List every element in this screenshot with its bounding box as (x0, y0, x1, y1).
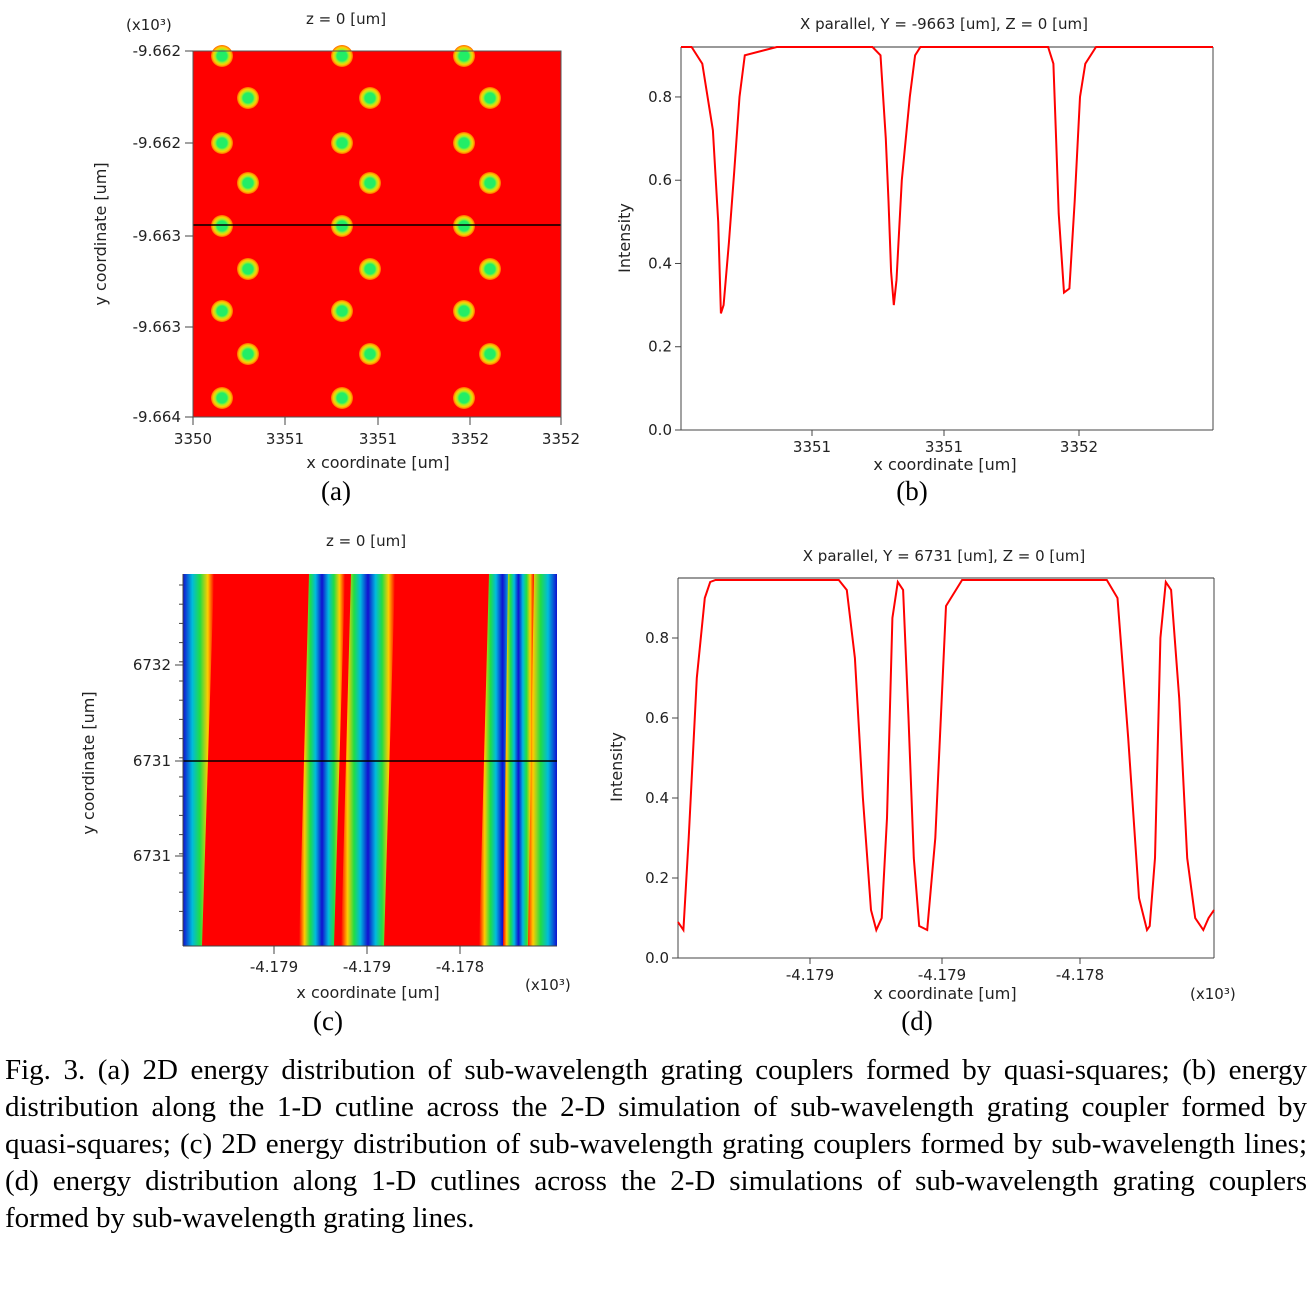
panel-c-label: (c) (313, 1006, 343, 1036)
panel-a-spot (359, 258, 381, 280)
panel-b-y-tick-label: 0.4 (648, 254, 672, 272)
panel-c-grating-line (503, 574, 534, 946)
panel-d-x-tick-label: -4.179 (786, 966, 834, 984)
panel-a-y-tick-label: -9.662 (133, 134, 181, 152)
panel-a-x-tick-label: 3352 (542, 430, 580, 448)
panel-a-y-tick-label: -9.663 (133, 227, 181, 245)
panel-a-spot (237, 343, 259, 365)
panel-d-y-tick-label: 0.2 (645, 869, 669, 887)
panel-a-spot (237, 87, 259, 109)
panel-c-edge-stripe (527, 574, 557, 946)
panel-b-title: X parallel, Y = -9663 [um], Z = 0 [um] (800, 15, 1088, 33)
panel-a-spot (453, 215, 475, 237)
panel-a-spot (331, 300, 353, 322)
panel-b-y-tick-label: 0.8 (648, 88, 672, 106)
panel-d-y-tick-label: 0.4 (645, 789, 669, 807)
panel-b-y-tick-label: 0.2 (648, 338, 672, 356)
panel-b-y-tick-label: 0.6 (648, 171, 672, 189)
panel-d-y-tick-label: 0.6 (645, 709, 669, 727)
panel-c-x-multiplier: (x10³) (525, 976, 571, 994)
panel-a-spot (453, 300, 475, 322)
panel-d-xlabel: x coordinate [um] (873, 984, 1016, 1003)
panel-a-spot (331, 387, 353, 409)
panel-a-axes: -9.662 -9.662 -9.663 -9.663 -9.664 3350 3351 33… (133, 42, 580, 448)
panel-b-x-tick-label: 3351 (925, 438, 963, 456)
panel-c: z = 0 [um] 6732 6731 6731 -4.179 -4.179 -4.17… (79, 532, 571, 1036)
panel-a-spot (331, 132, 353, 154)
panel-a-y-tick-label: -9.662 (133, 42, 181, 60)
panel-d-intensity-curve (677, 579, 1215, 934)
panel-a-spot (237, 172, 259, 194)
panel-a-ylabel: y coordinate [um] (91, 162, 110, 305)
panel-a-x-tick-label: 3352 (451, 430, 489, 448)
panel-d-label: (d) (901, 1006, 932, 1036)
panel-d-x-tick-label: -4.178 (1056, 966, 1104, 984)
panel-a-title: z = 0 [um] (306, 10, 386, 28)
panel-c-y-tick-label: 6732 (133, 656, 171, 674)
panel-c-grating-lines (183, 574, 557, 946)
panel-d-y-tick-label: 0.8 (645, 629, 669, 647)
panel-b-label: (b) (896, 476, 927, 506)
panel-a-spot (211, 387, 233, 409)
panel-a-y-multiplier: (x10³) (126, 16, 172, 34)
panel-c-y-tick-label: 6731 (133, 847, 171, 865)
panel-a-spot (237, 258, 259, 280)
panel-d: X parallel, Y = 6731 [um], Z = 0 [um] 0.… (607, 547, 1236, 1036)
panel-b-y-tick-label: 0.0 (648, 421, 672, 439)
panel-c-x-tick-label: -4.179 (343, 958, 391, 976)
panel-a-spot (479, 172, 501, 194)
figure-caption: Fig. 3. (a) 2D energy distribution of su… (5, 1054, 1307, 1234)
panel-a-x-tick-label: 3350 (174, 430, 212, 448)
panel-a-spot (359, 172, 381, 194)
panel-a-spot (453, 387, 475, 409)
panel-a-spot (453, 45, 475, 67)
figure-canvas: z = 0 [um] (x10³) -9.662-9.662-9.663-9.6… (79, 10, 1236, 1036)
panel-c-x-tick-label: -4.179 (250, 958, 298, 976)
panel-a-spot (331, 215, 353, 237)
panel-c-xlabel: x coordinate [um] (296, 983, 439, 1002)
panel-a-spot (211, 300, 233, 322)
panel-c-title: z = 0 [um] (326, 532, 406, 550)
panel-a-frame (192, 50, 562, 418)
panel-c-grating-line (341, 574, 395, 946)
panel-b-intensity-curve (681, 46, 1213, 314)
panel-a-spot (211, 45, 233, 67)
panel-d-x-tick-label: -4.179 (918, 966, 966, 984)
panel-b-axes: 0.0 0.2 0.4 0.6 0.8 3351 3351 3352 (648, 47, 1214, 456)
panel-c-axes: 6732 6731 6731 -4.179 -4.179 -4.178 (133, 574, 557, 976)
panel-c-x-tick-label: -4.178 (436, 958, 484, 976)
panel-a-spot (453, 132, 475, 154)
panel-a-spot (479, 343, 501, 365)
panel-c-ylabel: y coordinate [um] (79, 691, 98, 834)
panel-a-spot (211, 215, 233, 237)
panel-a-spot (359, 343, 381, 365)
panel-c-grating-line (299, 574, 345, 946)
panel-b-xlabel: x coordinate [um] (873, 455, 1016, 474)
panel-a-x-tick-label: 3351 (359, 430, 397, 448)
panel-a-y-tick-label: -9.664 (133, 408, 181, 426)
panel-a-x-tick-label: 3351 (266, 430, 304, 448)
panel-a-y-tick-label: -9.663 (133, 318, 181, 336)
panel-d-ylabel: Intensity (607, 732, 626, 802)
panel-a-spot (479, 87, 501, 109)
panel-a-xlabel: x coordinate [um] (306, 453, 449, 472)
panel-a: z = 0 [um] (x10³) -9.662-9.662-9.663-9.6… (91, 10, 580, 506)
panel-c-edge-stripe (183, 574, 214, 946)
panel-c-y-tick-label: 6731 (133, 752, 171, 770)
panel-a-label: (a) (321, 476, 351, 506)
panel-d-y-tick-label: 0.0 (645, 949, 669, 967)
panel-a-spot (331, 45, 353, 67)
panel-a-spot (479, 258, 501, 280)
panel-a-spot (211, 132, 233, 154)
panel-d-axes: 0.0 0.2 0.4 0.6 0.8 -4.179 -4.179 -4.178 (645, 578, 1215, 984)
panel-d-title: X parallel, Y = 6731 [um], Z = 0 [um] (803, 547, 1085, 565)
panel-d-x-multiplier: (x10³) (1190, 985, 1236, 1003)
panel-a-spot (359, 87, 381, 109)
panel-b: X parallel, Y = -9663 [um], Z = 0 [um] 0… (615, 15, 1214, 506)
panel-b-x-tick-label: 3352 (1060, 438, 1098, 456)
panel-b-ylabel: Intensity (615, 203, 634, 273)
panel-b-x-tick-label: 3351 (793, 438, 831, 456)
